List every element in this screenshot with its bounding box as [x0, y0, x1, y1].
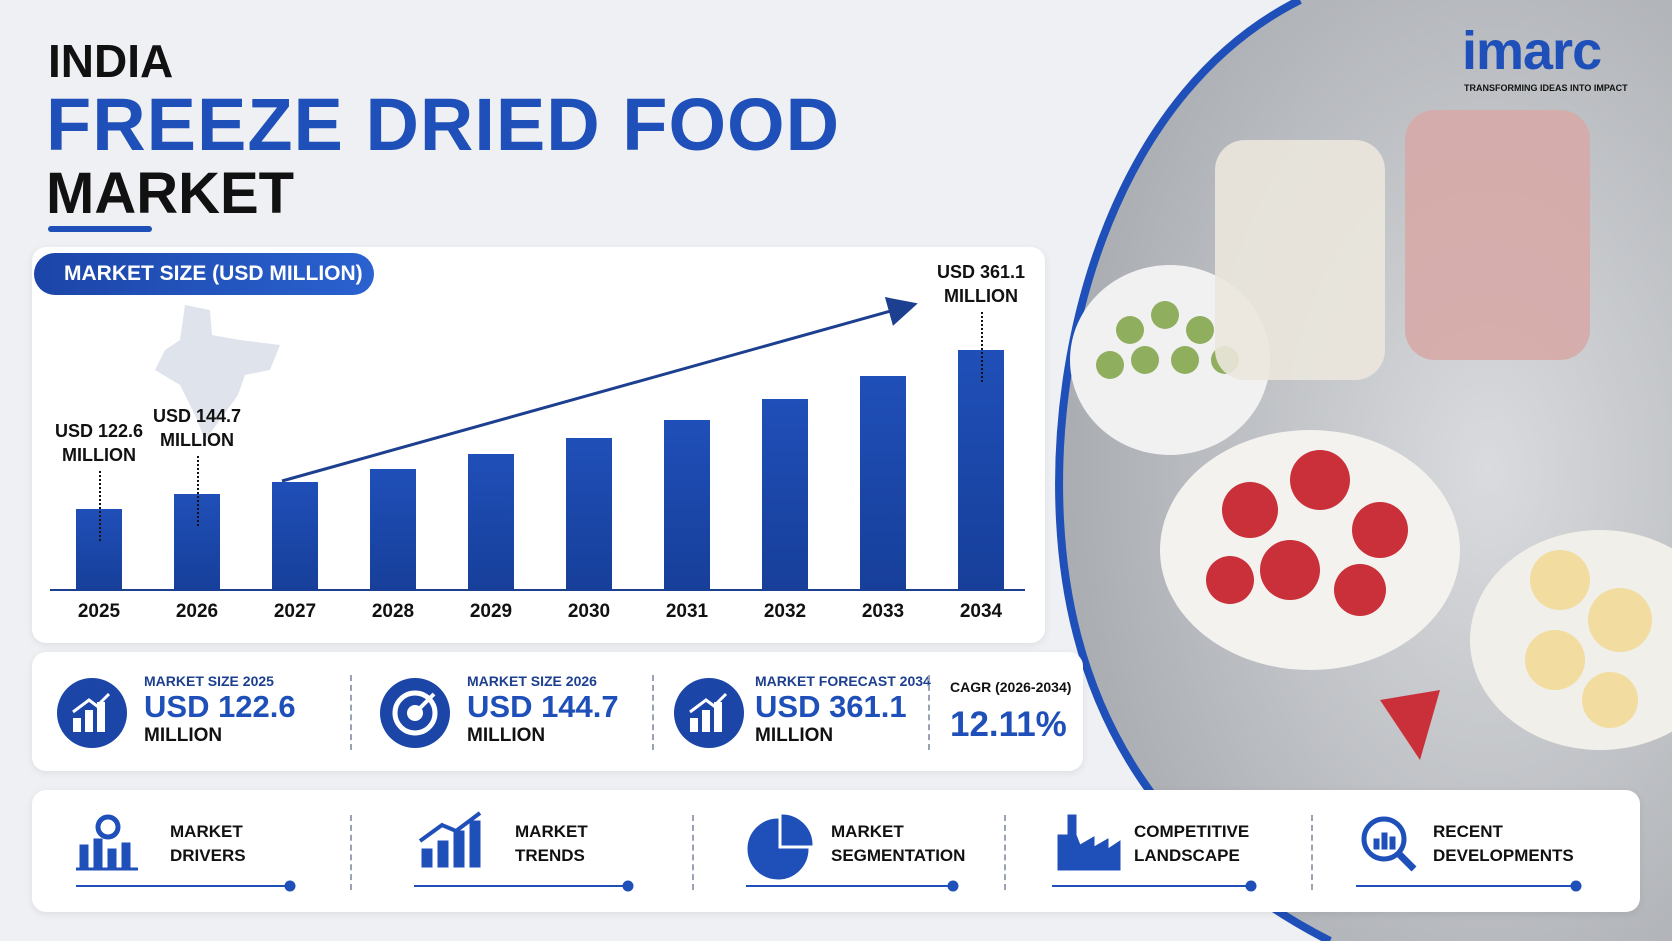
- bar: [566, 438, 612, 590]
- x-tick-label: 2030: [567, 601, 611, 622]
- x-tick-label: 2029: [469, 601, 513, 622]
- stat-value: USD 144.7: [467, 689, 619, 724]
- stat-icon-bars: [689, 692, 728, 732]
- stat: MARKET FORECAST 2034 USD 361.1 MILLION: [755, 673, 931, 747]
- section-link[interactable]: MARKET TRENDS: [515, 822, 588, 865]
- value-label: USD 361.1 MILLION: [936, 262, 1026, 306]
- bar: [370, 469, 416, 590]
- stat-label: MARKET SIZE 2025: [144, 673, 274, 689]
- logo: imarc: [1462, 21, 1602, 81]
- bar: [272, 482, 318, 590]
- chart-title: MARKET SIZE (USD MILLION): [34, 253, 374, 295]
- stat-value: USD 361.1: [755, 689, 907, 724]
- header-subtitle: MARKET: [46, 161, 295, 226]
- separator: [350, 675, 352, 750]
- stat: CAGR (2026-2034) 12.11%: [950, 679, 1071, 745]
- stat-value: USD 122.6: [144, 689, 296, 724]
- separator: [1004, 815, 1006, 890]
- sections-card: [32, 790, 1640, 912]
- stat-unit: MILLION: [755, 725, 834, 746]
- trend-arrow: [50, 297, 1025, 591]
- stat-unit: MILLION: [144, 725, 223, 746]
- x-tick-label: 2028: [371, 601, 415, 622]
- stats-card: [32, 652, 1083, 771]
- section-icons: [76, 811, 1582, 892]
- x-tick-label: 2034: [959, 601, 1003, 622]
- separator: [928, 675, 930, 750]
- stat-icon-bars: [72, 692, 111, 732]
- label-leader: [981, 312, 983, 382]
- x-tick-label: 2025: [77, 601, 121, 622]
- x-tick-label: 2026: [175, 601, 219, 622]
- bar: [762, 399, 808, 590]
- separator: [1311, 815, 1313, 890]
- bar: [958, 350, 1004, 590]
- bar: [468, 454, 514, 590]
- stat-label: MARKET SIZE 2026: [467, 673, 597, 689]
- label-leader: [197, 455, 199, 526]
- x-tick-label: 2032: [763, 601, 807, 622]
- stat-label: CAGR (2026-2034): [950, 679, 1072, 695]
- stat-icon-target: [392, 690, 438, 736]
- x-tick-label: 2027: [273, 601, 317, 622]
- bar: [664, 419, 710, 590]
- section-link[interactable]: COMPETITIVE LANDSCAPE: [1134, 822, 1250, 865]
- header-title: FREEZE DRIED FOOD: [46, 83, 841, 166]
- section-link[interactable]: RECENT DEVELOPMENTS: [1433, 822, 1574, 865]
- header-country: INDIA: [48, 35, 174, 87]
- title-underline: [48, 226, 152, 232]
- logo-tagline: TRANSFORMING IDEAS INTO IMPACT: [1464, 83, 1628, 93]
- section-link[interactable]: MARKET SEGMENTATION: [831, 822, 966, 865]
- separator: [350, 815, 352, 890]
- india-map: [155, 305, 280, 440]
- stat-value: 12.11%: [950, 705, 1067, 744]
- stat-label: MARKET FORECAST 2034: [755, 673, 931, 689]
- value-label: USD 144.7 MILLION: [152, 405, 242, 450]
- label-leader: [99, 470, 101, 541]
- bar: [860, 375, 906, 590]
- x-tick-label: 2033: [861, 601, 905, 622]
- stat: MARKET SIZE 2026 USD 144.7 MILLION: [467, 673, 619, 747]
- separator: [652, 675, 654, 750]
- stat-unit: MILLION: [467, 725, 546, 746]
- value-label: USD 122.6 MILLION: [54, 420, 144, 465]
- separator: [692, 815, 694, 890]
- stat: MARKET SIZE 2025 USD 122.6 MILLION: [144, 673, 296, 747]
- section-link[interactable]: MARKET DRIVERS: [170, 822, 246, 865]
- x-tick-label: 2031: [665, 601, 709, 622]
